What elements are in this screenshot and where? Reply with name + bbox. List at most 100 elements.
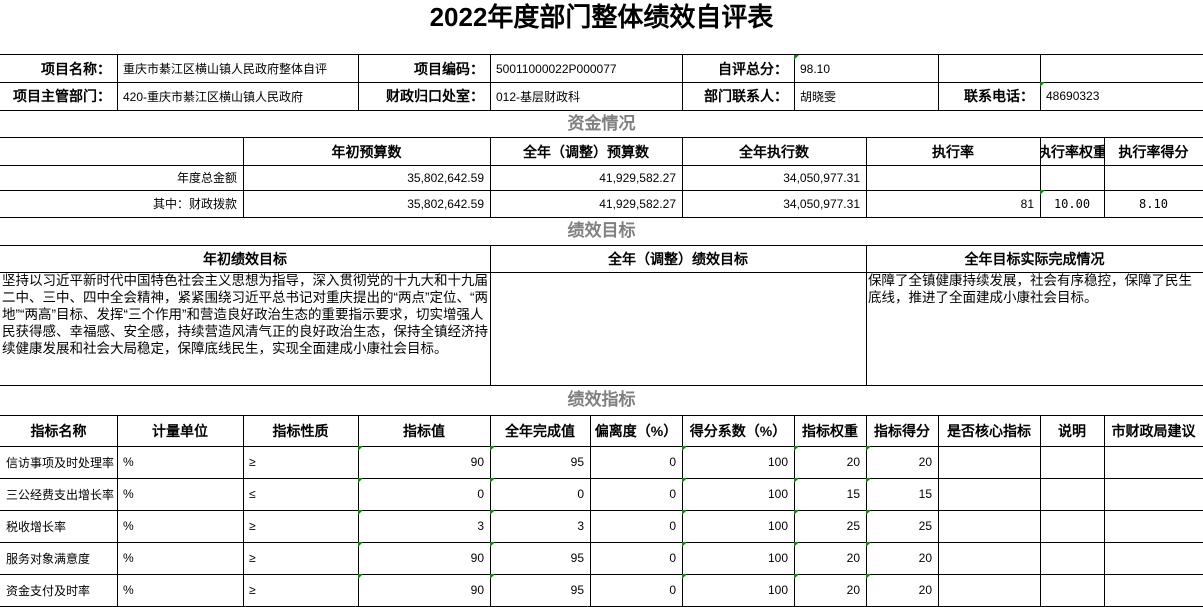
indicator-cell[interactable]: 95 bbox=[490, 446, 591, 479]
indicator-cell[interactable] bbox=[1040, 574, 1105, 607]
funding-cell: 其中：财政拨款 bbox=[0, 190, 244, 218]
indicator-cell[interactable]: % bbox=[117, 574, 244, 607]
indicator-cell[interactable]: ≤ bbox=[243, 478, 359, 511]
indicator-cell[interactable]: 0 bbox=[590, 446, 683, 479]
indicator-cell[interactable]: % bbox=[117, 542, 244, 575]
indicator-cell[interactable]: 资金支付及时率 bbox=[0, 574, 118, 607]
info-project-code[interactable]: 50011000022P000077 bbox=[490, 54, 683, 83]
indicator-cell[interactable]: 3 bbox=[358, 510, 491, 543]
info-project-name[interactable]: 重庆市綦江区横山镇人民政府整体自评 bbox=[117, 54, 359, 83]
indicator-cell[interactable]: % bbox=[117, 478, 244, 511]
indicator-cell[interactable]: 0 bbox=[590, 542, 683, 575]
indicator-cell[interactable]: 0 bbox=[590, 478, 683, 511]
info-contact[interactable]: 胡晓雯 bbox=[794, 82, 939, 111]
indicator-cell[interactable]: 0 bbox=[590, 510, 683, 543]
funding-cell[interactable]: 35,802,642.59 bbox=[243, 165, 491, 191]
funding-cell-text: 34,050,977.31 bbox=[783, 170, 860, 185]
indicator-cell[interactable] bbox=[1104, 542, 1203, 575]
indicator-cell[interactable]: % bbox=[117, 510, 244, 543]
info-self-score-label: 自评总分： bbox=[682, 54, 795, 83]
indicator-cell[interactable]: 三公经费支出增长率 bbox=[0, 478, 118, 511]
indicator-cell[interactable]: 20 bbox=[794, 542, 867, 575]
indicator-cell[interactable] bbox=[938, 574, 1041, 607]
indicator-cell[interactable] bbox=[1104, 478, 1203, 511]
indicator-header-text: 指标名称 bbox=[30, 423, 87, 439]
indicator-cell[interactable] bbox=[1040, 446, 1105, 479]
indicator-cell-text: 20 bbox=[918, 455, 932, 469]
funding-cell[interactable]: 8.10 bbox=[1104, 190, 1203, 218]
indicator-cell[interactable]: 25 bbox=[866, 510, 939, 543]
funding-header: 执行率 bbox=[866, 137, 1041, 166]
indicator-cell[interactable] bbox=[938, 510, 1041, 543]
indicator-cell[interactable]: % bbox=[117, 446, 244, 479]
indicator-cell[interactable] bbox=[1104, 574, 1203, 607]
indicator-cell-text: 资金支付及时率 bbox=[6, 583, 91, 598]
funding-cell[interactable] bbox=[1104, 165, 1203, 191]
indicator-cell-text: 100 bbox=[767, 519, 788, 533]
indicator-cell[interactable]: 0 bbox=[590, 574, 683, 607]
goals-actual-text[interactable]: 保障了全镇健康持续发展，社会有序稳控，保障了民生底线，推进了全面建成小康社会目标… bbox=[866, 272, 1203, 386]
info-finance-office[interactable]: 012-基层财政科 bbox=[490, 82, 683, 111]
funding-cell[interactable]: 81 bbox=[866, 190, 1041, 218]
indicator-cell-text: 90 bbox=[470, 455, 484, 469]
funding-cell[interactable] bbox=[866, 165, 1041, 191]
indicator-cell[interactable]: 90 bbox=[358, 542, 491, 575]
indicator-header-text: 指标值 bbox=[403, 423, 445, 439]
info-self-score[interactable]: 98.10 bbox=[794, 54, 939, 83]
funding-cell[interactable] bbox=[1040, 165, 1105, 191]
funding-cell[interactable]: 41,929,582.27 bbox=[490, 165, 683, 191]
indicator-cell[interactable]: 100 bbox=[682, 574, 795, 607]
goals-initial-text[interactable]: 坚持以习近平新时代中国特色社会主义思想为指导，深入贯彻党的十九大和十九届二中、三… bbox=[0, 272, 491, 386]
indicator-cell[interactable] bbox=[1040, 478, 1105, 511]
indicator-cell-text: 0 bbox=[477, 487, 484, 501]
indicator-cell[interactable]: 0 bbox=[490, 478, 591, 511]
indicator-cell[interactable]: 90 bbox=[358, 574, 491, 607]
indicator-cell[interactable]: 20 bbox=[794, 446, 867, 479]
indicator-cell[interactable]: 20 bbox=[866, 446, 939, 479]
funding-cell[interactable]: 34,050,977.31 bbox=[682, 165, 867, 191]
funding-cell[interactable]: 35,802,642.59 bbox=[243, 190, 491, 218]
indicator-header-text: 指标权重 bbox=[802, 423, 858, 439]
indicator-cell[interactable]: 税收增长率 bbox=[0, 510, 118, 543]
indicator-cell[interactable]: 15 bbox=[866, 478, 939, 511]
indicator-cell[interactable] bbox=[1104, 446, 1203, 479]
indicator-cell[interactable] bbox=[938, 542, 1041, 575]
indicator-cell[interactable] bbox=[1104, 510, 1203, 543]
indicator-cell[interactable]: 100 bbox=[682, 446, 795, 479]
info-phone[interactable]: 48690323 bbox=[1040, 82, 1203, 111]
indicator-cell[interactable] bbox=[938, 446, 1041, 479]
indicator-cell[interactable]: ≥ bbox=[243, 574, 359, 607]
indicator-cell[interactable]: 20 bbox=[794, 574, 867, 607]
funding-cell[interactable]: 10.00 bbox=[1040, 190, 1105, 218]
info-finance-office-text: 012-基层财政科 bbox=[496, 89, 581, 104]
indicator-cell[interactable]: 100 bbox=[682, 510, 795, 543]
funding-cell[interactable]: 34,050,977.31 bbox=[682, 190, 867, 218]
indicator-cell[interactable]: 3 bbox=[490, 510, 591, 543]
indicator-cell[interactable]: 15 bbox=[794, 478, 867, 511]
indicator-cell[interactable]: 90 bbox=[358, 446, 491, 479]
indicator-cell[interactable] bbox=[938, 478, 1041, 511]
goals-adjusted-text[interactable] bbox=[490, 272, 867, 386]
indicator-cell[interactable]: 100 bbox=[682, 542, 795, 575]
indicator-cell[interactable]: 95 bbox=[490, 542, 591, 575]
info-dept[interactable]: 420-重庆市綦江区横山镇人民政府 bbox=[117, 82, 359, 111]
funding-cell[interactable]: 41,929,582.27 bbox=[490, 190, 683, 218]
indicator-cell[interactable]: 95 bbox=[490, 574, 591, 607]
indicator-cell[interactable]: 20 bbox=[866, 542, 939, 575]
indicator-cell[interactable]: 信访事项及时处理率 bbox=[0, 446, 118, 479]
indicator-cell[interactable]: 100 bbox=[682, 478, 795, 511]
indicator-cell[interactable]: 服务对象满意度 bbox=[0, 542, 118, 575]
funding-cell-text: 10.00 bbox=[1053, 196, 1091, 211]
indicator-cell-text: ≥ bbox=[249, 519, 256, 533]
indicator-cell[interactable] bbox=[1040, 510, 1105, 543]
indicator-cell[interactable]: ≥ bbox=[243, 446, 359, 479]
indicator-cell[interactable]: ≥ bbox=[243, 542, 359, 575]
indicator-cell[interactable] bbox=[1040, 542, 1105, 575]
indicator-cell[interactable]: 25 bbox=[794, 510, 867, 543]
empty-cell bbox=[938, 54, 1041, 83]
indicator-cell-text: % bbox=[123, 551, 134, 565]
indicator-cell[interactable]: 0 bbox=[358, 478, 491, 511]
indicator-cell[interactable]: 20 bbox=[866, 574, 939, 607]
indicator-cell-text: 3 bbox=[477, 519, 484, 533]
indicator-cell[interactable]: ≥ bbox=[243, 510, 359, 543]
